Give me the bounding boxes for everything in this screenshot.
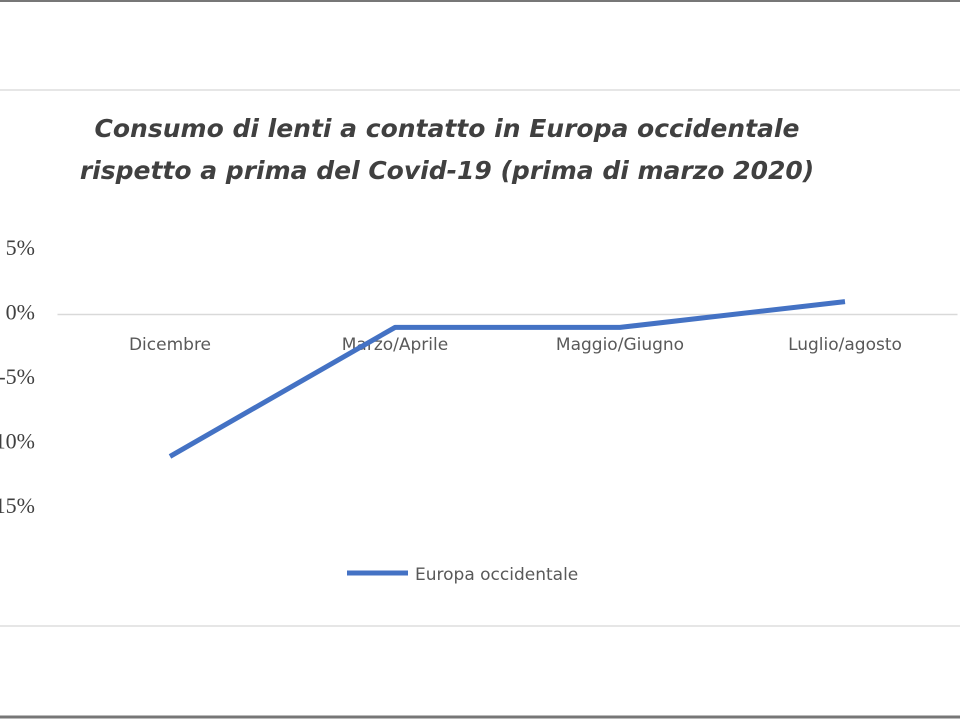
x-tick-label: Maggio/Giugno	[556, 335, 684, 355]
x-tick-label: Dicembre	[129, 335, 211, 355]
y-tick-label: 5%	[6, 235, 35, 260]
chart-title: rispetto a prima del Covid-19 (prima di …	[80, 156, 814, 185]
chart-title: Consumo di lenti a contatto in Europa oc…	[95, 114, 800, 143]
y-tick-label: 0%	[6, 300, 35, 325]
y-tick-label: -15%	[0, 493, 35, 518]
y-tick-label: -5%	[0, 364, 35, 389]
y-tick-label: -10%	[0, 429, 35, 454]
x-tick-label: Luglio/agosto	[788, 335, 902, 355]
legend-label: Europa occidentale	[415, 565, 578, 585]
x-tick-label: Marzo/Aprile	[342, 335, 448, 355]
series-line	[168, 299, 846, 459]
